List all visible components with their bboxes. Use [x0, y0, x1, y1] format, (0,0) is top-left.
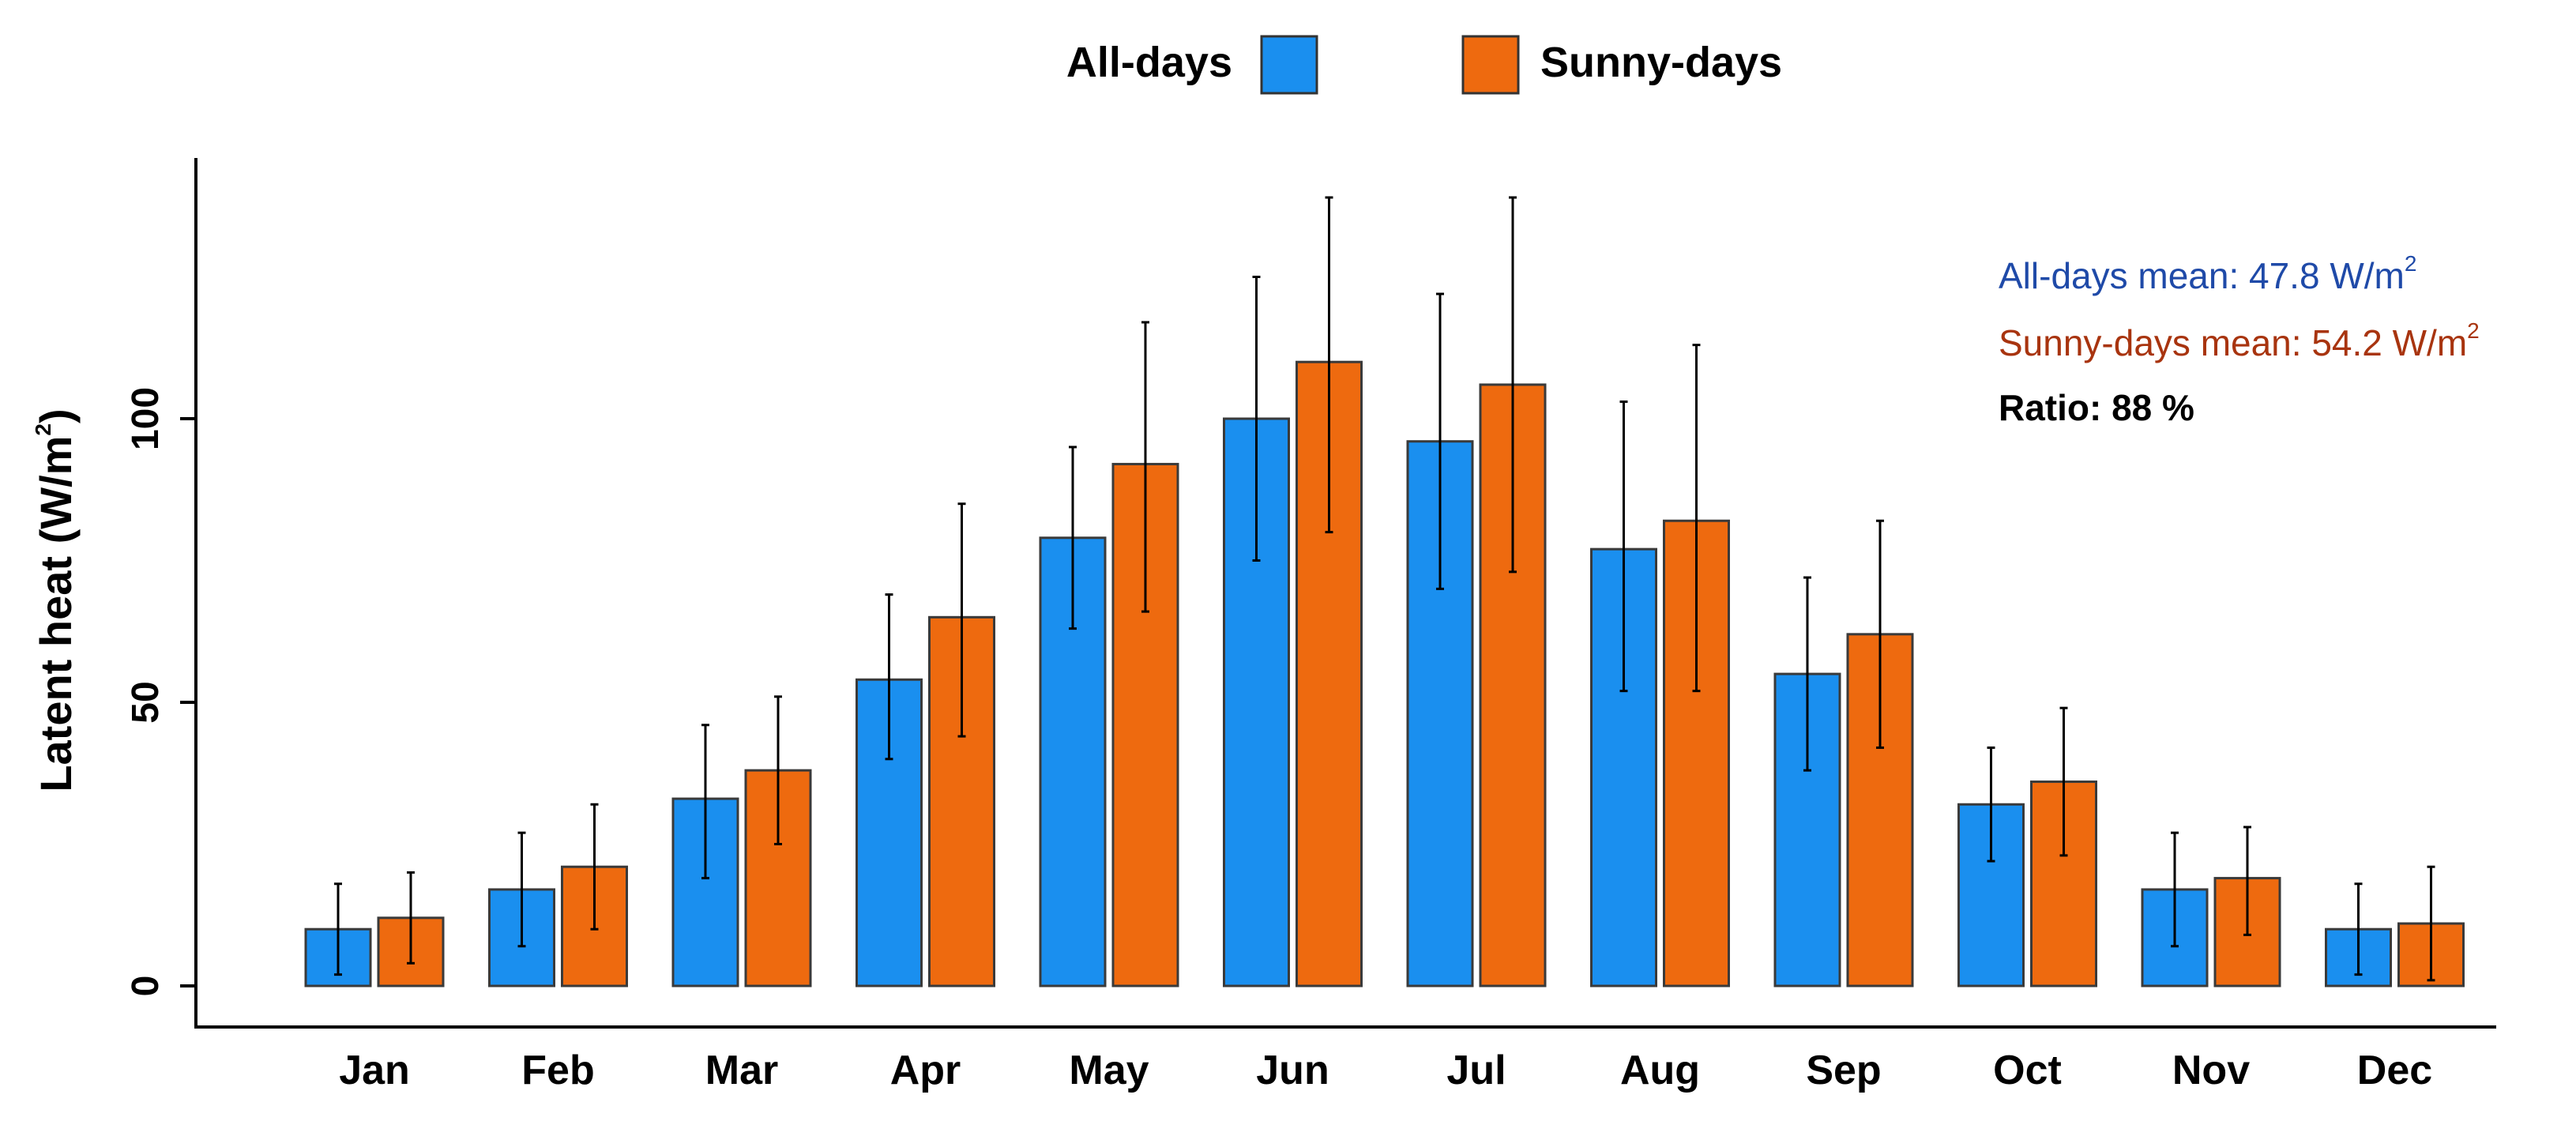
- legend-label-all-days: All-days: [1066, 39, 1232, 86]
- ratio-annotation: Ratio: 88 %: [1999, 387, 2194, 428]
- error-bars: [334, 196, 2435, 982]
- y-tick-label-0: 0: [125, 976, 167, 997]
- all-days-mean-annotation: All-days mean: 47.8 W/m2: [1999, 251, 2416, 296]
- sunny-days-mean-annotation: Sunny-days mean: 54.2 W/m2: [1999, 318, 2480, 363]
- x-tick-label-aug: Aug: [1620, 1048, 1700, 1093]
- y-tick-label-50: 50: [125, 681, 167, 723]
- legend: All-days Sunny-days: [1066, 35, 1782, 95]
- legend-swatch-sunny-days: [1461, 35, 1520, 95]
- x-axis-tick-labels: Jan Feb Mar Apr May Jun Jul Aug Sep Oct Nov Dec: [339, 1048, 2432, 1093]
- bars: [304, 360, 2465, 987]
- legend-label-sunny-days: Sunny-days: [1540, 39, 1782, 86]
- bar-sunny-days-jan: [377, 916, 445, 987]
- x-tick-label-apr: Apr: [890, 1048, 961, 1093]
- y-tick-label-100: 100: [125, 387, 167, 450]
- x-tick-label-jan: Jan: [339, 1048, 410, 1093]
- x-tick-label-nov: Nov: [2172, 1048, 2250, 1093]
- legend-swatch-all-days: [1260, 35, 1318, 95]
- x-tick-label-dec: Dec: [2357, 1048, 2432, 1093]
- x-tick-label-feb: Feb: [521, 1048, 594, 1093]
- x-tick-label-sep: Sep: [1806, 1048, 1881, 1093]
- y-axis-ticks: 0 50 100: [125, 387, 196, 996]
- annotations: All-days mean: 47.8 W/m2 Sunny-days mean…: [1999, 251, 2480, 428]
- y-axis-label: Latent heat (W/m2): [31, 408, 81, 792]
- x-tick-label-jun: Jun: [1256, 1048, 1329, 1093]
- x-tick-label-may: May: [1069, 1048, 1149, 1093]
- x-tick-label-mar: Mar: [705, 1048, 778, 1093]
- x-tick-label-oct: Oct: [1993, 1048, 2062, 1093]
- x-tick-label-jul: Jul: [1446, 1048, 1506, 1093]
